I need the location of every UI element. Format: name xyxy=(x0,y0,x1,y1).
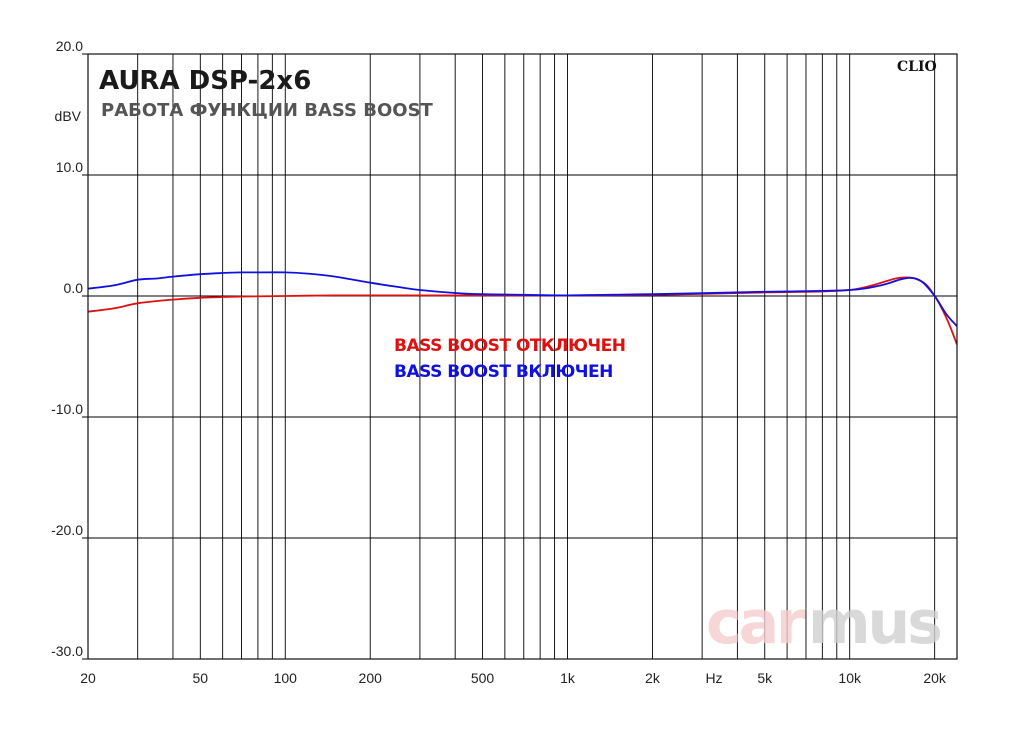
x-tick-label: 100 xyxy=(274,670,298,686)
watermark-light: car xyxy=(706,588,806,658)
axis-ticks: 20.0 10.0 0.0 -10.0 -20.0 -30.0 20 50 100 200 500 1… xyxy=(51,38,947,686)
x-tick-label: 10k xyxy=(838,670,862,686)
y-tick-label: -30.0 xyxy=(51,643,83,659)
legend-bass-boost-on: BASS BOOST ВКЛЮЧЕН xyxy=(394,362,613,382)
y-tick-label: -20.0 xyxy=(51,522,83,538)
chart-title: AURA DSP-2x6 xyxy=(99,66,311,96)
y-tick-label: 10.0 xyxy=(56,159,83,175)
watermark-logo: car mus xyxy=(706,588,943,658)
series-lines xyxy=(87,271,958,345)
chart-subtitle: РАБОТА ФУНКЦИИ BASS BOOST xyxy=(101,100,434,121)
y-tick-label: 20.0 xyxy=(56,38,83,54)
y-tick-label: -10.0 xyxy=(51,401,83,417)
x-tick-label: 200 xyxy=(359,670,383,686)
x-tick-label: 1k xyxy=(560,670,576,686)
y-axis-unit-label: dBV xyxy=(55,108,82,124)
series-line-bass-boost-on xyxy=(87,271,958,327)
clio-label: CLIO xyxy=(897,59,937,75)
y-tick-label: 0.0 xyxy=(64,280,84,296)
x-tick-label: 50 xyxy=(193,670,209,686)
grid-lines xyxy=(88,54,957,659)
x-tick-label: 500 xyxy=(471,670,495,686)
x-tick-label: 20 xyxy=(80,670,96,686)
plot-frame xyxy=(87,53,958,660)
watermark-dark: mus xyxy=(808,588,940,658)
x-tick-label: 2k xyxy=(645,670,661,686)
x-axis-unit-label: Hz xyxy=(705,670,722,686)
x-tick-label: 20k xyxy=(923,670,947,686)
legend-bass-boost-off: BASS BOOST ОТКЛЮЧЕН xyxy=(394,336,625,356)
x-tick-label: 5k xyxy=(757,670,773,686)
